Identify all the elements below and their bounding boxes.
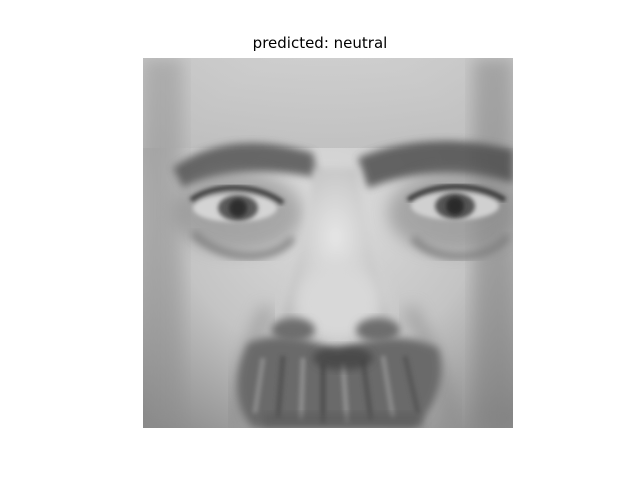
figure-title: predicted: neutral [252,34,388,52]
face-image [143,58,513,428]
